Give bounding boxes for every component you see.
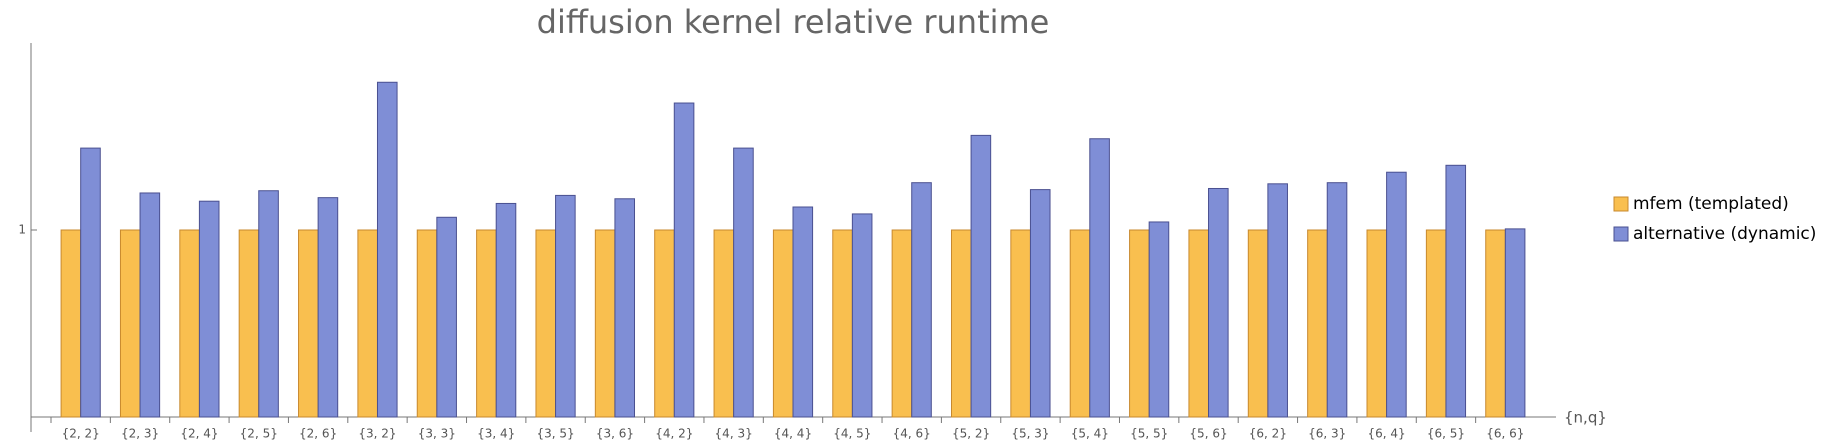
x-tick-label: {3, 6} <box>596 427 634 441</box>
bar <box>1247 229 1269 418</box>
bar <box>713 229 735 418</box>
x-tick-label: {3, 3} <box>418 427 456 441</box>
x-tick-label: {6, 6} <box>1486 427 1524 441</box>
bar <box>1425 229 1447 418</box>
x-tick-label: {3, 4} <box>477 427 515 441</box>
bar <box>1485 229 1506 418</box>
bar <box>1069 229 1091 418</box>
chart-title: diffusion kernel relative runtime <box>537 3 1050 41</box>
bar <box>594 229 616 418</box>
x-tick-label: {5, 5} <box>1130 427 1168 441</box>
bar <box>1029 189 1051 418</box>
x-tick-label: {4, 4} <box>774 427 812 441</box>
x-tick-label: {4, 5} <box>833 427 871 441</box>
bar <box>654 229 675 418</box>
bar <box>911 182 932 418</box>
bar <box>416 229 438 418</box>
bar <box>1188 229 1210 418</box>
x-tick-label: {2, 6} <box>299 427 337 441</box>
bar <box>535 229 557 418</box>
bar <box>1504 228 1526 418</box>
bar <box>851 213 873 418</box>
bar <box>555 194 576 418</box>
x-tick-label: {6, 5} <box>1427 427 1465 441</box>
bar <box>832 229 853 418</box>
x-tick-label: {3, 5} <box>536 427 574 441</box>
bar <box>436 216 457 418</box>
x-tick-label: {2, 5} <box>240 427 278 441</box>
x-tick-label: {6, 2} <box>1249 427 1287 441</box>
legend-swatch <box>1613 226 1629 242</box>
bar <box>1267 183 1288 418</box>
bar <box>950 229 972 418</box>
bar <box>238 229 260 418</box>
bar <box>80 147 101 418</box>
y-tick-label: 1 <box>18 223 26 237</box>
x-tick-label: {5, 3} <box>1011 427 1049 441</box>
bar <box>1386 171 1407 418</box>
x-tick-label: {6, 3} <box>1308 427 1346 441</box>
bar <box>119 229 141 418</box>
x-tick-label: {4, 3} <box>715 427 753 441</box>
bar <box>1445 164 1467 418</box>
bar <box>891 229 913 418</box>
x-tick-label: {6, 4} <box>1368 427 1406 441</box>
x-tick-label: {5, 6} <box>1189 427 1227 441</box>
bar <box>1366 229 1388 418</box>
bar <box>792 206 814 418</box>
bar <box>60 229 82 418</box>
bar <box>317 197 339 418</box>
bar <box>1129 229 1150 418</box>
bar <box>476 229 497 418</box>
bar <box>258 190 279 418</box>
bar <box>139 192 161 418</box>
x-tick-label: {2, 3} <box>121 427 159 441</box>
bar <box>298 229 319 418</box>
x-tick-label: {2, 2} <box>62 427 100 441</box>
bar <box>1208 187 1229 418</box>
bar <box>357 229 378 418</box>
bar <box>1326 182 1348 418</box>
bar <box>1010 229 1031 418</box>
x-tick-label: {2, 4} <box>180 427 218 441</box>
legend-label: alternative (dynamic) <box>1633 224 1816 244</box>
bar <box>495 202 517 418</box>
bar <box>1089 138 1110 418</box>
x-tick-label: {4, 2} <box>655 427 693 441</box>
legend-label: mfem (templated) <box>1633 194 1789 214</box>
legend-swatch <box>1613 196 1629 212</box>
bar <box>1307 229 1328 418</box>
bar <box>376 81 398 418</box>
bar <box>772 229 794 418</box>
x-tick-label: {5, 4} <box>1071 427 1109 441</box>
bar <box>179 229 200 418</box>
x-tick-label: {4, 6} <box>893 427 931 441</box>
bar <box>614 198 636 418</box>
x-axis-label: {n,q} <box>1564 409 1607 427</box>
bar <box>733 147 754 418</box>
bar <box>1148 221 1170 418</box>
bar <box>198 200 220 418</box>
bar <box>970 134 992 418</box>
x-tick-label: {3, 2} <box>358 427 396 441</box>
x-tick-label: {5, 2} <box>952 427 990 441</box>
bar <box>673 102 695 418</box>
